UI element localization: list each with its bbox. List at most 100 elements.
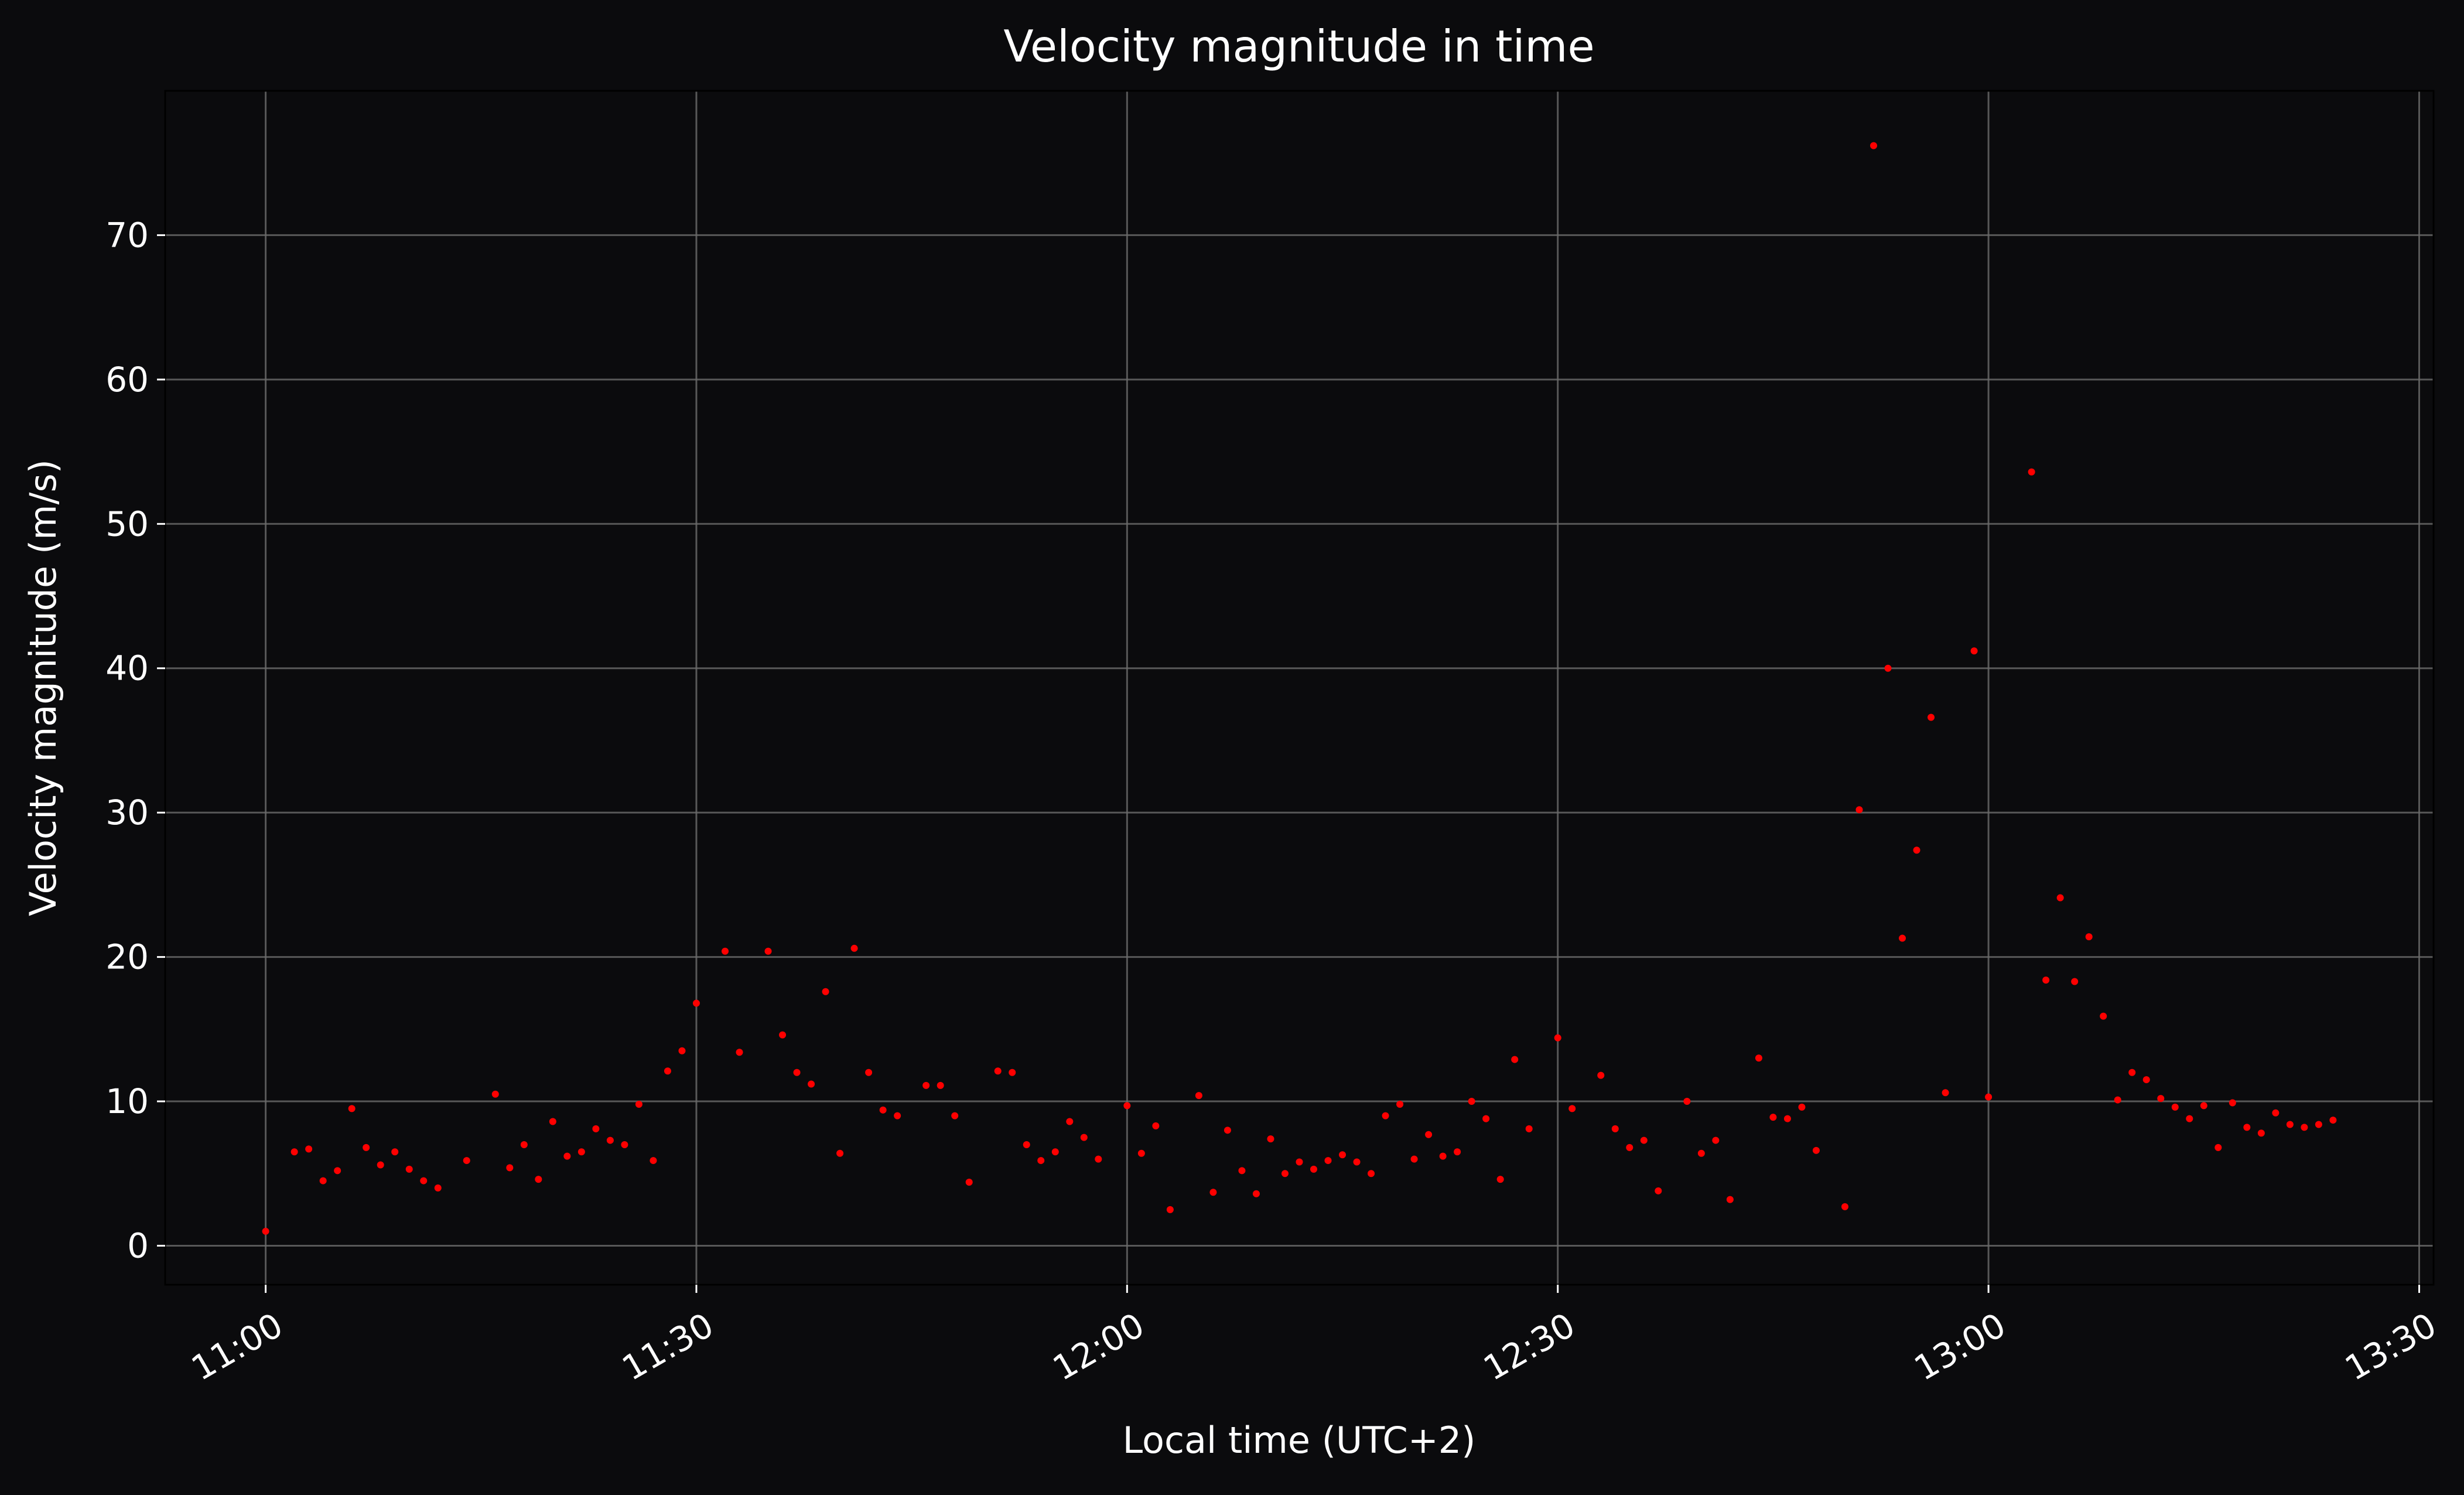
- data-point: [894, 1112, 901, 1119]
- data-point: [1281, 1170, 1289, 1177]
- data-point: [1769, 1114, 1777, 1121]
- data-point: [1568, 1105, 1576, 1112]
- data-point: [520, 1141, 528, 1148]
- data-point: [535, 1176, 542, 1183]
- data-point: [577, 1148, 585, 1156]
- data-point: [822, 988, 829, 995]
- data-point: [1468, 1098, 1475, 1105]
- data-point: [2042, 977, 2050, 984]
- data-point: [377, 1161, 384, 1169]
- data-point: [319, 1177, 327, 1185]
- data-point: [1712, 1136, 1720, 1144]
- data-point: [2286, 1121, 2294, 1128]
- data-point: [779, 1031, 787, 1039]
- y-tick-label: 60: [105, 360, 149, 400]
- data-point: [1482, 1115, 1490, 1122]
- data-point: [1683, 1098, 1691, 1105]
- data-point: [2142, 1076, 2150, 1084]
- data-point: [1425, 1131, 1433, 1138]
- data-point: [1339, 1151, 1347, 1159]
- data-point: [2214, 1144, 2222, 1151]
- data-point: [1123, 1102, 1131, 1110]
- data-point: [391, 1148, 399, 1156]
- data-point: [1152, 1122, 1160, 1129]
- data-point: [1755, 1054, 1762, 1062]
- y-tick-label: 40: [105, 648, 149, 688]
- data-point: [348, 1105, 356, 1112]
- data-point: [1884, 664, 1892, 672]
- data-point: [922, 1081, 930, 1089]
- data-point: [2315, 1121, 2322, 1128]
- data-point: [563, 1152, 571, 1160]
- data-point: [736, 1049, 743, 1056]
- data-point: [635, 1100, 643, 1108]
- data-point: [1396, 1100, 1404, 1108]
- data-point: [363, 1144, 370, 1151]
- data-point: [1267, 1135, 1274, 1143]
- data-point: [1697, 1149, 1705, 1157]
- grid: [165, 91, 2434, 1285]
- data-point: [1496, 1176, 1504, 1183]
- data-point: [2272, 1109, 2280, 1117]
- data-point: [592, 1125, 600, 1132]
- data-point: [836, 1149, 844, 1157]
- data-point: [1439, 1152, 1447, 1160]
- data-point: [1626, 1144, 1633, 1151]
- data-point: [334, 1167, 341, 1175]
- data-points: [262, 142, 2337, 1235]
- data-point: [1525, 1125, 1533, 1132]
- data-point: [2100, 1012, 2107, 1020]
- data-point: [965, 1179, 973, 1186]
- x-axis-label: Local time (UTC+2): [1123, 1419, 1476, 1462]
- data-point: [692, 999, 700, 1007]
- data-point: [1841, 1203, 1848, 1210]
- data-point: [1410, 1155, 1418, 1163]
- data-point: [1324, 1157, 1332, 1165]
- data-point: [2056, 894, 2064, 902]
- data-point: [2200, 1102, 2207, 1110]
- data-point: [2028, 468, 2035, 476]
- data-point: [2186, 1115, 2193, 1122]
- data-point: [1611, 1125, 1619, 1132]
- data-point: [2301, 1124, 2308, 1131]
- data-point: [420, 1177, 428, 1185]
- data-point: [2229, 1099, 2236, 1107]
- data-point: [937, 1081, 944, 1089]
- data-point: [1726, 1196, 1734, 1203]
- data-point: [664, 1067, 671, 1075]
- data-point: [1783, 1115, 1791, 1122]
- y-tick-label: 10: [105, 1081, 149, 1121]
- data-point: [1870, 142, 1878, 149]
- data-point: [1224, 1127, 1231, 1134]
- data-point: [1985, 1093, 1993, 1101]
- chart-title: Velocity magnitude in time: [1003, 21, 1594, 72]
- data-point: [506, 1164, 514, 1172]
- data-point: [291, 1148, 298, 1156]
- data-point: [793, 1069, 801, 1076]
- axes-frame: [164, 90, 2435, 1286]
- data-point: [1655, 1187, 1662, 1194]
- data-point: [1970, 647, 1978, 655]
- data-point: [808, 1080, 815, 1088]
- data-point: [1195, 1092, 1202, 1100]
- data-point: [1798, 1103, 1806, 1111]
- plot-area: [165, 91, 2434, 1285]
- y-tick-label: 50: [105, 504, 149, 544]
- data-point: [1913, 847, 1920, 854]
- y-tick-label: 70: [105, 215, 149, 255]
- data-point: [1051, 1148, 1059, 1156]
- data-point: [721, 947, 729, 955]
- y-axis: 0 10 20 30 40 50 60 70: [105, 215, 165, 1265]
- data-point: [2071, 978, 2079, 985]
- data-point: [2114, 1096, 2121, 1104]
- data-point: [1855, 806, 1863, 814]
- data-point: [1252, 1190, 1260, 1197]
- y-tick-label: 0: [127, 1226, 149, 1265]
- data-point: [434, 1184, 442, 1192]
- data-point: [1554, 1034, 1561, 1042]
- data-point: [1080, 1134, 1088, 1141]
- data-point: [2243, 1124, 2251, 1131]
- data-point: [1238, 1167, 1246, 1175]
